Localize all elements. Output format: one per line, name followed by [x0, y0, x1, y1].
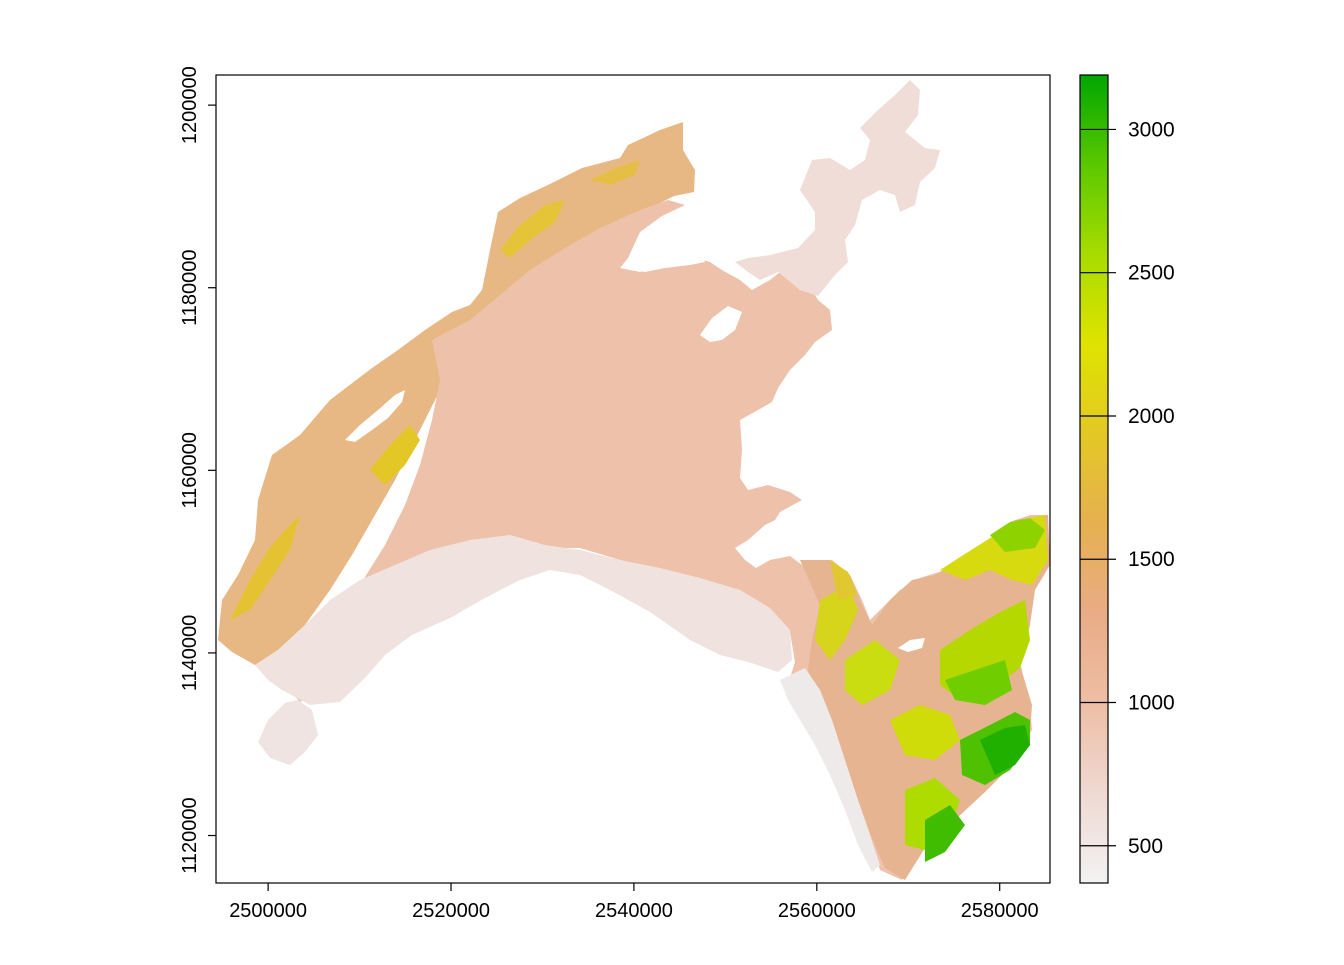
alpine-peaks — [230, 160, 1048, 862]
elevation-raster — [218, 80, 1050, 880]
region-geneva-tip — [258, 700, 318, 765]
alpine-elevation-patch — [845, 640, 900, 705]
alpine-elevation-patch — [990, 518, 1045, 552]
legend-tick-label: 2000 — [1128, 405, 1175, 428]
legend-ticks: 500 1000 1500 2000 2500 3000 — [1080, 118, 1175, 858]
alpine-elevation-patch — [890, 705, 960, 760]
lake-alpine-small — [898, 638, 925, 652]
legend-tick-label: 2500 — [1128, 262, 1175, 285]
x-tick-label: 2520000 — [412, 900, 490, 922]
region-rhone-valley — [780, 668, 880, 872]
legend-tick-label: 3000 — [1128, 118, 1175, 141]
legend-tick-label: 1500 — [1128, 548, 1175, 571]
x-axis: 2500000 2520000 2540000 2560000 2580000 — [229, 883, 1039, 922]
y-tick-label: 1160000 — [179, 432, 201, 508]
jura-ridge-patch — [500, 200, 565, 258]
lake-joux — [345, 390, 405, 442]
legend-tick-label: 500 — [1128, 835, 1163, 858]
lakes — [345, 248, 925, 652]
y-tick-label: 1200000 — [179, 66, 201, 144]
jura-ridge-patch — [370, 425, 420, 485]
lake-central-gap — [700, 306, 742, 342]
region-lakeside — [255, 535, 792, 705]
region-alps-base — [800, 515, 1050, 880]
y-tick-label: 1120000 — [179, 797, 201, 873]
y-tick-label: 1140000 — [179, 615, 201, 691]
plot-frame — [215, 74, 1051, 884]
y-axis: 1120000 1140000 1160000 1180000 1200000 — [179, 66, 216, 874]
x-tick-label: 2540000 — [595, 900, 673, 922]
legend-tick-label: 1000 — [1128, 691, 1175, 714]
legend-colorbar — [1079, 74, 1109, 884]
alpine-elevation-patch — [815, 585, 858, 660]
alpine-elevation-patch — [980, 725, 1030, 775]
jura-ridge-patch — [230, 515, 300, 620]
x-tick-label: 2560000 — [778, 900, 856, 922]
alpine-elevation-patch — [945, 660, 1012, 705]
alpine-elevation-patch — [925, 805, 965, 862]
y-tick-label: 1180000 — [179, 250, 201, 326]
color-legend: 500 1000 1500 2000 2500 3000 — [1079, 74, 1175, 884]
region-jura-west — [218, 122, 695, 665]
lake-neuchatel-gap — [625, 248, 705, 272]
alpine-elevation-patch — [830, 560, 858, 600]
jura-ridge-patch — [590, 160, 640, 185]
x-tick-label: 2580000 — [961, 900, 1039, 922]
x-tick-label: 2500000 — [229, 900, 307, 922]
region-northeast — [735, 80, 940, 296]
